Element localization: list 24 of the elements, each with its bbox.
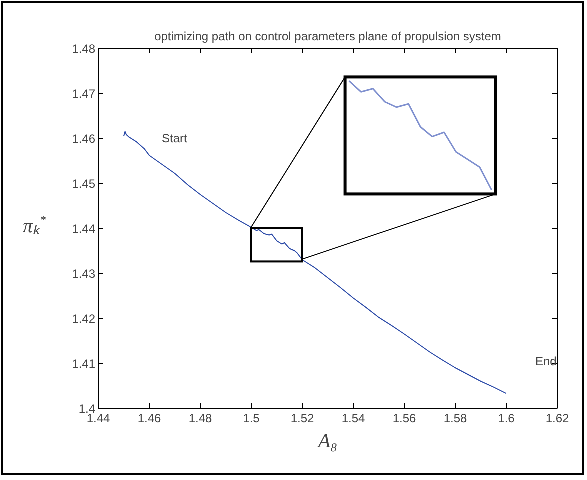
annotation: Start [162, 131, 188, 146]
line-series [124, 131, 507, 394]
x-tick-label: 1.58 [444, 412, 468, 426]
x-tick-label: 1.6 [498, 412, 516, 426]
y-tick-label: 1.42 [72, 312, 96, 326]
x-tick-label: 1.62 [546, 412, 570, 426]
x-tick-label: 1.56 [392, 412, 417, 426]
chart-title: optimizing path on control parameters plane of propulsion system [154, 30, 502, 44]
annotation: End [536, 354, 557, 369]
y-tick-label: 1.41 [72, 357, 96, 371]
x-tick-label: 1.52 [290, 412, 315, 426]
x-tick-label: 1.46 [138, 412, 162, 426]
ylabel: πₖ$^{*}$ [23, 212, 46, 238]
x-tick-label: 1.48 [188, 412, 213, 426]
y-tick-label: 1.45 [72, 177, 96, 191]
x-tick-label: 1.5 [243, 412, 260, 426]
y-tick-label: 1.44 [72, 222, 96, 236]
x-axis-title: A₈ [316, 430, 338, 452]
y-tick-label: 1.46 [72, 132, 96, 146]
y-tick-label: 1.47 [72, 87, 96, 101]
x-tick-label: 1.54 [342, 412, 366, 426]
y-tick-label: 1.43 [72, 267, 96, 281]
x-tick-label: 1.44 [86, 412, 111, 426]
y-tick-label: 1.48 [72, 42, 96, 56]
